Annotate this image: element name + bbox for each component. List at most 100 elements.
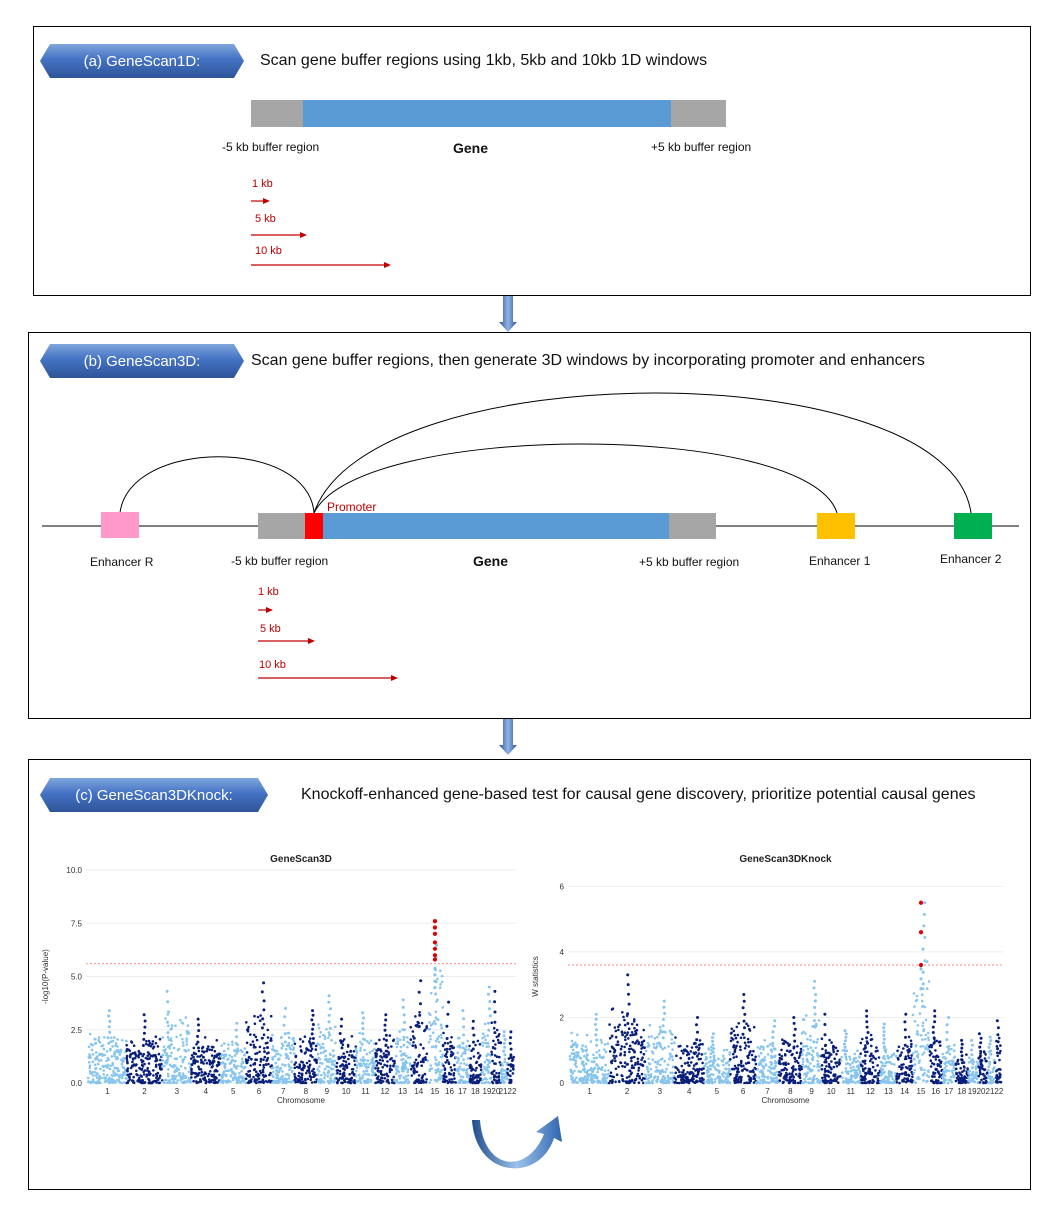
data-point [208,1063,212,1066]
data-point [870,1071,874,1075]
data-point [141,1054,144,1058]
data-point [925,1080,928,1083]
data-point [335,1069,339,1072]
data-point [394,1054,398,1058]
data-point [262,1075,266,1078]
data-point [871,1078,874,1082]
chromosome-10-points [335,1017,358,1085]
data-point [607,1081,611,1085]
data-point [845,1058,848,1061]
data-point [983,1074,986,1078]
data-point [442,1031,445,1035]
data-point [354,1054,358,1057]
data-point [880,1074,883,1077]
data-point [270,1039,273,1042]
x-tick-label: 4 [204,1087,209,1096]
data-point [95,1076,99,1080]
data-point [686,1071,689,1074]
data-point [331,1049,335,1052]
data-point [462,1058,465,1061]
enhancer-1-box [817,513,855,539]
data-point [441,1055,444,1058]
data-point [646,1067,649,1071]
data-point [626,1062,629,1066]
data-point [94,1074,98,1077]
data-point [509,1036,512,1040]
data-point [503,1053,507,1057]
data-point [120,1076,123,1079]
data-point [809,1038,812,1042]
data-point [357,1073,361,1077]
data-point [94,1037,97,1041]
data-point [297,1066,301,1069]
data-point [573,1063,577,1066]
data-point [492,1046,495,1050]
data-point [340,1017,344,1021]
data-point [596,1070,599,1074]
data-point [584,1045,588,1048]
data-point [886,1075,890,1079]
data-point [470,1069,473,1072]
data-point [158,1037,162,1041]
data-point [336,1071,339,1075]
data-point [488,1060,492,1064]
data-point [351,1070,354,1074]
data-point [968,1079,972,1083]
x-tick-label: 18 [957,1087,966,1096]
data-point [769,1048,773,1051]
data-point [763,1039,766,1042]
data-point [375,1059,378,1063]
data-point [435,1017,439,1021]
data-point [91,1074,95,1077]
data-point [758,1081,762,1085]
flow-arrow-b-c [499,719,517,755]
data-point [253,1014,256,1018]
data-point [828,1038,831,1042]
data-point [711,1032,715,1036]
x-tick-label: 1 [587,1087,592,1096]
data-point [843,1045,847,1049]
data-point [312,1067,316,1071]
data-point [915,1032,919,1036]
data-point [827,1070,830,1073]
data-point [901,1066,904,1069]
data-point [864,1044,867,1047]
data-point [197,1046,200,1050]
data-point [713,1065,716,1069]
data-point [806,1047,810,1051]
data-point [980,1063,984,1067]
data-point [331,1072,335,1076]
data-point [930,1052,933,1055]
data-point [433,1056,437,1059]
data-point [406,1070,409,1074]
data-point [598,1053,601,1057]
data-point [725,1048,729,1052]
plot-title: GeneScan3DKnock [739,854,832,865]
data-point [591,1070,594,1074]
data-point [984,1053,987,1056]
data-point [199,1058,203,1062]
data-point [169,1054,173,1058]
data-point [429,991,433,995]
data-point [202,1056,205,1059]
data-point [742,1019,746,1023]
data-point [666,1074,670,1078]
data-point [254,1070,258,1073]
data-point [771,1036,775,1039]
data-point [503,1057,507,1061]
loop-enhancer-1 [313,443,838,514]
data-point [948,1069,951,1073]
data-point [763,1056,767,1059]
data-point [902,1047,905,1050]
data-point [262,1023,266,1026]
data-point [596,1064,599,1067]
data-point [601,1073,605,1076]
data-point [113,1054,116,1058]
data-point [843,1029,847,1033]
data-point [110,1036,113,1040]
data-point [839,1059,843,1063]
data-point [283,1077,287,1081]
data-point [444,1061,448,1064]
data-point [303,1035,307,1038]
data-point [572,1058,575,1061]
